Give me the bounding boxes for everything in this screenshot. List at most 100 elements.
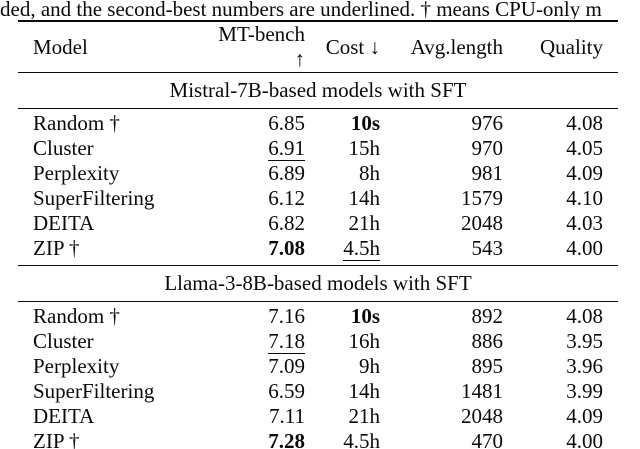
cell-text: 7.08 [268, 236, 305, 260]
cell-text: 3.95 [566, 329, 603, 353]
cell-text: 6.91 [268, 136, 305, 161]
cost-cell: 10s [305, 302, 380, 330]
cell-text: 9h [359, 354, 380, 378]
table-row: Perplexity 6.89 8h 981 4.09 [18, 161, 618, 186]
avg-length-cell: 981 [380, 161, 504, 186]
quality-cell: 3.96 [503, 354, 618, 379]
header-row: Model MT-bench ↑ Cost ↓ Avg.length Quali… [18, 21, 618, 73]
cell-text: 4.00 [566, 236, 603, 260]
cell-text: 4.05 [566, 136, 603, 160]
col-header-quality: Quality [540, 34, 603, 59]
model-cell: Perplexity [18, 161, 208, 186]
table-row: Cluster 6.91 15h 970 4.05 [18, 136, 618, 161]
cell-text: 3.99 [566, 379, 603, 403]
cell-text: 10s [350, 111, 380, 135]
cell-text: 10s [350, 304, 380, 328]
quality-cell: 4.05 [503, 136, 618, 161]
avg-length-cell: 1481 [380, 379, 503, 404]
avg-length-cell: 892 [380, 302, 504, 330]
cell-text: 1481 [461, 379, 503, 403]
table-row: Cluster 7.18 16h 886 3.95 [18, 329, 618, 354]
cell-text: DEITA [33, 211, 95, 235]
cell-text: 470 [471, 429, 504, 449]
avg-length-cell: 895 [380, 354, 504, 379]
cell-text: 4.08 [566, 111, 603, 135]
model-cell: SuperFiltering [18, 186, 208, 211]
avg-length-cell: 886 [380, 329, 504, 354]
cell-text: 7.18 [268, 329, 305, 354]
cell-text: 6.89 [268, 161, 305, 185]
model-cell: DEITA [18, 404, 208, 429]
cell-text: 7.11 [269, 404, 305, 428]
cell-text: 892 [471, 304, 504, 328]
mt-bench-cell: 6.85 [208, 109, 305, 137]
model-cell: Random † [18, 109, 208, 137]
table-row: DEITA 6.82 21h 2048 4.03 [18, 211, 618, 236]
cost-cell: 10s [305, 109, 380, 137]
table-row: SuperFiltering 6.59 14h 1481 3.99 [18, 379, 618, 404]
cell-text: ZIP † [33, 429, 80, 449]
mt-bench-cell: 6.12 [208, 186, 305, 211]
cell-text: 6.85 [268, 111, 305, 135]
cell-text: 7.16 [268, 304, 305, 328]
quality-cell: 4.10 [503, 186, 618, 211]
cell-text: Random † [33, 111, 120, 135]
model-cell: Perplexity [18, 354, 208, 379]
cell-text: 21h [348, 211, 381, 235]
cell-text: 7.28 [268, 429, 305, 449]
cell-text: 4.5h [343, 236, 380, 261]
cell-text: 3.96 [566, 354, 603, 378]
mt-bench-cell: 7.28 [208, 429, 305, 449]
table-row: ZIP † 7.08 4.5h 543 4.00 [18, 236, 618, 266]
cost-cell: 8h [305, 161, 380, 186]
table-row: ZIP † 7.28 4.5h 470 4.00 [18, 429, 618, 449]
cell-text: 14h [348, 186, 381, 210]
cell-text: 16h [348, 329, 381, 353]
results-table: Model MT-bench ↑ Cost ↓ Avg.length Quali… [18, 20, 618, 449]
cell-text: SuperFiltering [33, 186, 155, 210]
col-header-cost: Cost ↓ [325, 34, 380, 59]
cost-cell: 15h [305, 136, 381, 161]
model-cell: ZIP † [18, 429, 208, 449]
avg-length-cell: 2048 [380, 211, 503, 236]
col-header-avg-length: Avg.length [410, 34, 503, 59]
model-cell: Cluster [18, 136, 208, 161]
table-row: SuperFiltering 6.12 14h 1579 4.10 [18, 186, 618, 211]
cell-text: 4.03 [566, 211, 603, 235]
avg-length-cell: 543 [380, 236, 504, 266]
cell-text: Perplexity [33, 161, 120, 185]
cell-text: 2048 [461, 404, 503, 428]
table-row: Random † 6.85 10s 976 4.08 [18, 109, 618, 137]
cell-text: 976 [471, 111, 504, 135]
cell-text: DEITA [33, 404, 95, 428]
cost-cell: 16h [305, 329, 381, 354]
cost-cell: 21h [305, 404, 381, 429]
cell-text: 895 [471, 354, 504, 378]
cell-text: 2048 [461, 211, 503, 235]
mt-bench-cell: 6.91 [208, 136, 305, 161]
col-header-mt-bench: MT-bench ↑ [218, 22, 305, 71]
section-title-row: Mistral-7B-based models with SFT [18, 72, 618, 109]
caption-fragment: ded, and the second-best numbers are und… [0, 0, 602, 19]
cell-text: Cluster [33, 329, 94, 353]
quality-cell: 4.09 [503, 161, 618, 186]
cost-cell: 4.5h [305, 236, 380, 266]
cost-cell: 9h [305, 354, 380, 379]
cell-text: 886 [471, 329, 504, 353]
avg-length-cell: 470 [380, 429, 504, 449]
cell-text: 7.09 [268, 354, 305, 378]
cell-text: 4.09 [566, 161, 603, 185]
cell-text: 4.5h [343, 429, 380, 449]
cell-text: 1579 [461, 186, 503, 210]
cell-text: Random † [33, 304, 120, 328]
mt-bench-cell: 7.09 [208, 354, 305, 379]
table-row: Random † 7.16 10s 892 4.08 [18, 302, 618, 330]
cell-text: ZIP † [33, 236, 80, 260]
avg-length-cell: 1579 [380, 186, 503, 211]
cell-text: 981 [471, 161, 504, 185]
cost-cell: 21h [305, 211, 381, 236]
quality-cell: 3.99 [503, 379, 618, 404]
quality-cell: 4.09 [503, 404, 618, 429]
cell-text: 6.12 [268, 186, 305, 210]
quality-cell: 4.00 [503, 236, 618, 266]
